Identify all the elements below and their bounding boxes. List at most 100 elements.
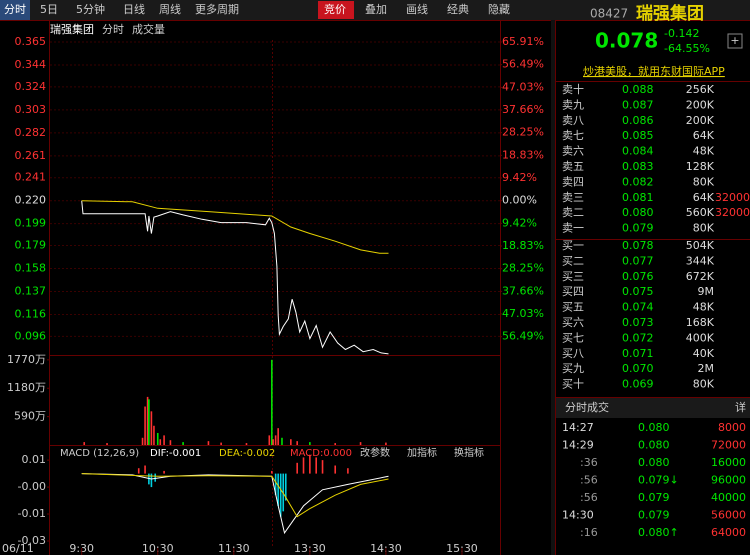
tab[interactable]: 5分钟 xyxy=(76,2,105,16)
y2-tick-label: 9.42% xyxy=(502,216,537,229)
book-label: 卖四 xyxy=(562,175,584,188)
book-volume: 48K xyxy=(693,145,715,158)
legend-item[interactable]: 成交量 xyxy=(132,22,165,36)
book-price: 0.070 xyxy=(622,362,654,375)
trade-price: 0.080 xyxy=(638,421,670,434)
legend-item[interactable]: 瑞强集团 xyxy=(50,22,94,36)
macd-bar xyxy=(271,470,273,474)
y-tick-label: 0.261 xyxy=(15,149,47,162)
tab[interactable]: 叠加 xyxy=(365,3,387,16)
tab[interactable]: 经典 xyxy=(447,2,469,16)
book-volume: 80K xyxy=(693,378,715,391)
book-price: 0.076 xyxy=(622,270,654,283)
macd-bar xyxy=(277,473,279,506)
y2-tick-label: 47.03% xyxy=(502,307,544,320)
book-price: 0.086 xyxy=(622,114,654,127)
tab[interactable]: 分时 xyxy=(4,3,26,16)
trades-detail[interactable]: 详 xyxy=(735,400,746,414)
tab[interactable]: 更多周期 xyxy=(195,2,239,16)
book-label: 买六 xyxy=(562,316,584,329)
ad-link[interactable]: 炒港美股，就用东财国际APP xyxy=(583,64,725,78)
y-tick-label: 1770万 xyxy=(7,353,46,366)
y-tick-label: -0.03 xyxy=(18,534,46,547)
tab[interactable]: 周线 xyxy=(159,2,181,16)
book-price: 0.075 xyxy=(622,285,654,298)
book-label: 买十 xyxy=(562,377,584,391)
volume-bar xyxy=(150,411,153,445)
macd-button[interactable]: 换指标 xyxy=(454,446,484,459)
y-tick-label: 0.344 xyxy=(15,58,47,71)
volume-bar xyxy=(245,443,248,445)
volume-bar xyxy=(274,435,277,445)
macd-bar xyxy=(137,468,140,474)
book-label: 卖十 xyxy=(562,82,584,96)
book-label: 卖五 xyxy=(562,160,584,173)
book-broker: 32000 xyxy=(715,191,750,204)
price-line xyxy=(81,473,389,535)
book-label: 买三 xyxy=(562,270,584,283)
book-volume: 64K xyxy=(693,129,715,142)
tab[interactable]: 竞价 xyxy=(324,2,346,16)
y-tick-label: 0.096 xyxy=(15,329,47,342)
y2-tick-label: 18.83% xyxy=(502,239,544,252)
y2-tick-label: 18.83% xyxy=(502,148,544,161)
book-volume: 80K xyxy=(693,222,715,235)
y2-tick-label: 56.49% xyxy=(502,330,544,343)
volume-bar xyxy=(182,442,184,445)
trades-header-bg xyxy=(556,398,750,418)
book-price: 0.071 xyxy=(622,347,654,360)
macd-bar xyxy=(154,473,157,482)
book-volume: 80K xyxy=(693,175,715,188)
book-price: 0.073 xyxy=(622,316,654,329)
trade-time: 14:29 xyxy=(562,439,594,452)
book-price: 0.079 xyxy=(622,222,654,235)
volume-bar xyxy=(290,439,292,445)
y-tick-label: -0.01 xyxy=(18,507,46,520)
book-volume: 40K xyxy=(693,347,715,360)
tab[interactable]: 5日 xyxy=(40,3,58,16)
trade-time: :56 xyxy=(580,491,598,504)
volume-bar xyxy=(144,406,146,445)
trade-price: 0.079 xyxy=(638,509,670,522)
book-price: 0.088 xyxy=(622,83,654,96)
tab-bg[interactable] xyxy=(0,0,30,20)
y2-tick-label: 28.25% xyxy=(502,262,544,275)
volume-bar xyxy=(141,437,144,445)
volume-bar xyxy=(156,432,159,445)
tab[interactable]: 日线 xyxy=(123,2,145,16)
y-tick-label: -0.00 xyxy=(18,480,46,493)
trade-volume: 96000 xyxy=(711,474,746,487)
book-price: 0.085 xyxy=(622,129,654,142)
volume-bar xyxy=(106,443,108,445)
trade-price: 0.080↑ xyxy=(638,526,679,539)
book-volume: 48K xyxy=(693,301,715,314)
macd-button[interactable]: 改参数 xyxy=(360,446,390,459)
volume-bar xyxy=(271,359,273,445)
trade-volume: 40000 xyxy=(711,491,746,504)
book-price: 0.080 xyxy=(622,206,654,219)
macd-bar xyxy=(150,473,153,488)
trade-time: 14:30 xyxy=(562,509,594,522)
book-label: 卖一 xyxy=(562,222,584,235)
book-volume: 9M xyxy=(698,285,715,298)
book-volume: 504K xyxy=(686,239,715,252)
macd-indicator[interactable]: MACD (12,26,9) xyxy=(60,448,139,459)
y-tick-label: 0.282 xyxy=(15,126,47,139)
tab[interactable]: 画线 xyxy=(406,2,428,16)
add-button[interactable] xyxy=(727,33,743,49)
trade-volume: 64000 xyxy=(711,526,746,539)
book-price: 0.081 xyxy=(622,191,654,204)
volume-bar xyxy=(83,442,86,445)
book-label: 买九 xyxy=(562,362,584,375)
trade-time: 14:27 xyxy=(562,421,594,434)
tab[interactable]: 隐藏 xyxy=(488,3,510,16)
tab-bg[interactable] xyxy=(318,1,354,19)
y2-tick-label: 65.91% xyxy=(502,35,544,48)
book-volume: 2M xyxy=(698,362,715,375)
macd-dea: DEA:-0.002 xyxy=(219,448,275,459)
legend-item[interactable]: 分时 xyxy=(102,23,124,36)
macd-button[interactable]: 加指标 xyxy=(407,446,437,459)
y2-tick-label: 9.42% xyxy=(502,171,537,184)
book-volume: 560K xyxy=(686,206,715,219)
book-price: 0.074 xyxy=(622,301,654,314)
